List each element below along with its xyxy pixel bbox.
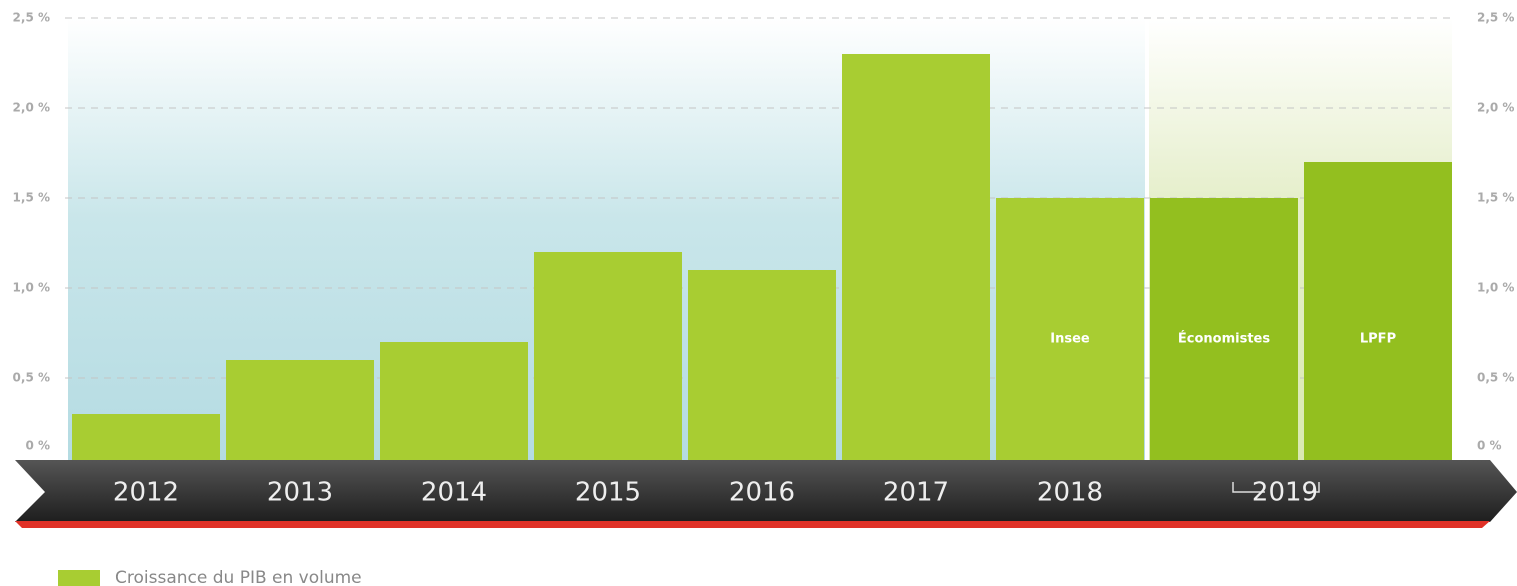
y-tick-label: 0 % — [25, 439, 50, 453]
bar-label: Insee — [1050, 332, 1090, 347]
y-tick-label: 2,0 % — [13, 101, 50, 115]
x-tick-label: 2017 — [883, 478, 949, 508]
x-tick-label: 2016 — [729, 478, 795, 508]
y2-tick-label: 1,5 % — [1477, 191, 1514, 205]
bar — [1150, 198, 1298, 468]
bar-label: LPFP — [1360, 332, 1396, 347]
y-tick-label: 1,5 % — [13, 191, 50, 205]
bar — [72, 414, 220, 468]
bar — [226, 360, 374, 468]
x-tick-label: 2015 — [575, 478, 641, 508]
x-tick-label: 2013 — [267, 478, 333, 508]
group-bracket — [1232, 482, 1320, 493]
group-label: 2019 — [1252, 478, 1318, 508]
bar — [380, 342, 528, 468]
legend-label: Croissance du PIB en volume — [115, 568, 362, 586]
y2-tick-label: 0,5 % — [1477, 371, 1514, 385]
x-tick-label: 2014 — [421, 478, 487, 508]
y2-tick-label: 0 % — [1477, 439, 1502, 453]
x-tick-label: 2018 — [1037, 478, 1103, 508]
legend-swatch — [58, 570, 100, 586]
bar — [996, 198, 1144, 468]
y-tick-label: 0,5 % — [13, 371, 50, 385]
timeline-stripe — [15, 521, 1490, 528]
y-tick-label: 1,0 % — [13, 281, 50, 295]
x-tick-label: 2012 — [113, 478, 179, 508]
y2-tick-label: 1,0 % — [1477, 281, 1514, 295]
bar — [842, 54, 990, 468]
bar — [534, 252, 682, 468]
timeline — [15, 460, 1517, 522]
bar — [1304, 162, 1452, 468]
bar — [688, 270, 836, 468]
bar-label: Économistes — [1178, 331, 1270, 347]
y2-tick-label: 2,5 % — [1477, 11, 1514, 25]
y2-tick-label: 2,0 % — [1477, 101, 1514, 115]
y-tick-label: 2,5 % — [13, 11, 50, 25]
